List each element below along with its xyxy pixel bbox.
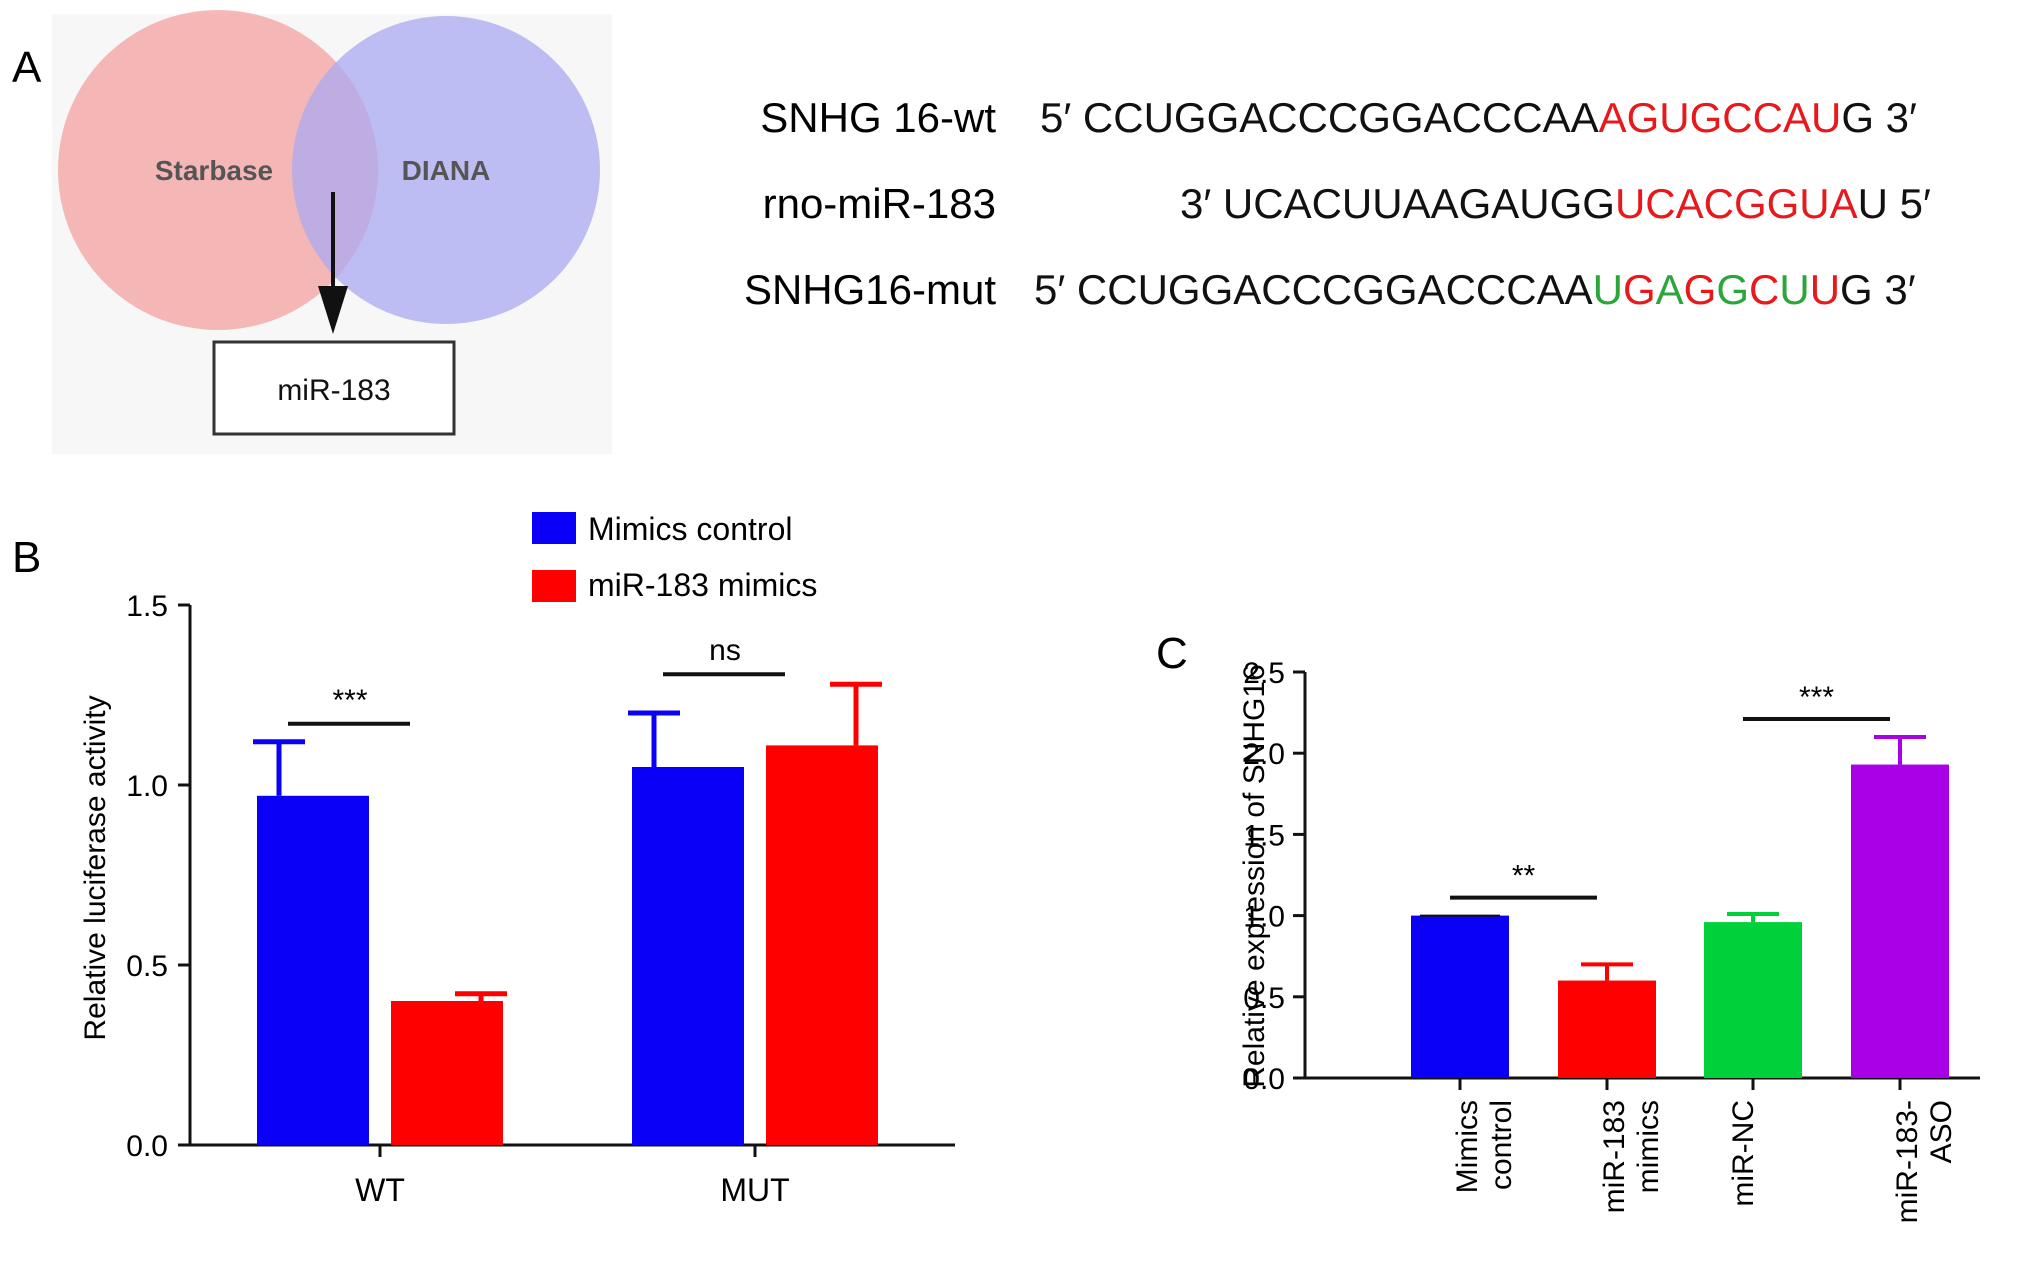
significance-label: ns — [709, 634, 741, 667]
sequence-segment: UCACGGUA — [1615, 180, 1858, 227]
panel-label-b: B — [12, 533, 41, 582]
y-tick-label: 1.0 — [1243, 901, 1285, 934]
bar — [766, 745, 878, 1145]
legend-swatch-mimics-control — [532, 512, 576, 544]
sequence-segment: G 3′ — [1841, 94, 1917, 141]
sequence-mir: 3′ UCACUUAAGAUGGUCACGGUAU 5′ — [1180, 180, 1931, 227]
x-tick-label-line: ASO — [1925, 1100, 1958, 1163]
venn-diagram: Starbase DIANA miR-183 — [52, 10, 612, 454]
y-tick-label: 1.5 — [1243, 819, 1285, 852]
venn-circle-starbase — [58, 10, 378, 330]
significance-label: *** — [332, 684, 367, 717]
bar — [1851, 764, 1949, 1078]
legend-label-mir183-mimics: miR-183 mimics — [588, 567, 817, 603]
y-tick-label: 0.0 — [1243, 1063, 1285, 1096]
venn-arrow-head-icon — [318, 286, 348, 334]
sequence-alignment: SNHG 16-wt 5′ CCUGGACCCGGACCCAAAGUGCCAUG… — [744, 94, 1931, 313]
significance-label: ** — [1512, 860, 1536, 893]
chart-b: Mimics control miR-183 mimics Relative l… — [79, 511, 955, 1208]
sequence-wt: 5′ CCUGGACCCGGACCCAAAGUGCCAUG 3′ — [1040, 94, 1917, 141]
x-tick-label: miR-NC — [1727, 1100, 1760, 1207]
x-tick-label-line: miR-NC — [1727, 1100, 1760, 1207]
sequence-name-mut: SNHG16-mut — [744, 266, 996, 313]
sequence-segment: U — [1593, 266, 1623, 313]
bar — [1704, 922, 1802, 1078]
sequence-segment: 3′ UCACUUAAGAUGG — [1180, 180, 1615, 227]
x-tick-label-line: miR-183- — [1891, 1100, 1924, 1223]
sequence-segment: 5′ CCUGGACCCGGACCCAA — [1034, 266, 1593, 313]
sequence-segment: G 3′ — [1840, 266, 1916, 313]
sequence-segment: A — [1656, 266, 1684, 313]
x-tick-label-line: control — [1485, 1100, 1518, 1190]
legend-label-mimics-control: Mimics control — [588, 511, 792, 547]
y-tick-label: 0.5 — [126, 950, 168, 983]
sequence-segment: AGUGCCAU — [1599, 94, 1842, 141]
x-tick-label: Mimicscontrol — [1451, 1100, 1518, 1193]
bar — [391, 1001, 503, 1145]
sequence-segment: C — [1749, 266, 1779, 313]
venn-circle-diana — [292, 16, 600, 324]
x-tick-label-line: Mimics — [1451, 1100, 1484, 1193]
venn-result-label: miR-183 — [277, 374, 390, 407]
bar — [1411, 915, 1509, 1078]
y-tick-label: 2.0 — [1243, 738, 1285, 771]
bar — [1558, 980, 1656, 1078]
x-tick-label-line: mimics — [1632, 1100, 1665, 1193]
venn-result-box — [212, 340, 456, 436]
x-tick-label: MUT — [720, 1172, 789, 1208]
bar — [257, 795, 369, 1145]
sequence-segment: U — [1779, 266, 1809, 313]
sequence-mut: 5′ CCUGGACCCGGACCCAAUGAGGCUUG 3′ — [1034, 266, 1916, 313]
significance-label: *** — [1799, 681, 1834, 714]
y-tick-label: 2.5 — [1243, 657, 1285, 690]
sequence-name-mir: rno-miR-183 — [763, 180, 996, 227]
sequence-segment: G — [1684, 266, 1717, 313]
bar — [632, 767, 744, 1145]
sequence-segment: G — [1716, 266, 1749, 313]
x-tick-label: WT — [355, 1172, 405, 1208]
sequence-segment: U 5′ — [1858, 180, 1931, 227]
sequence-segment: U — [1810, 266, 1840, 313]
panel-label-c: C — [1156, 629, 1188, 678]
y-tick-label: 0.5 — [1243, 982, 1285, 1015]
sequence-segment: 5′ CCUGGACCCGGACCCAA — [1040, 94, 1599, 141]
chart-c-ylabel: Relative expression of SNHG16 — [1238, 664, 1271, 1088]
sequence-name-wt: SNHG 16-wt — [760, 94, 996, 141]
sequence-segment: G — [1623, 266, 1656, 313]
venn-label-starbase: Starbase — [155, 155, 273, 186]
y-tick-label: 0.0 — [126, 1130, 168, 1163]
y-tick-label: 1.5 — [126, 590, 168, 623]
chart-c: Relative expression of SNHG16 0.0 0.5 1.0 1… — [1238, 657, 1980, 1223]
chart-b-legend: Mimics control miR-183 mimics — [532, 511, 817, 603]
chart-b-ylabel: Relative luciferase activity — [79, 695, 112, 1040]
panel-label-a: A — [12, 43, 42, 92]
venn-label-diana: DIANA — [402, 155, 491, 186]
x-tick-label: miR-183mimics — [1598, 1100, 1665, 1213]
x-tick-label: miR-183-ASO — [1891, 1100, 1958, 1223]
legend-swatch-mir183-mimics — [532, 570, 576, 602]
x-tick-label-line: miR-183 — [1598, 1100, 1631, 1213]
y-tick-label: 1.0 — [126, 770, 168, 803]
